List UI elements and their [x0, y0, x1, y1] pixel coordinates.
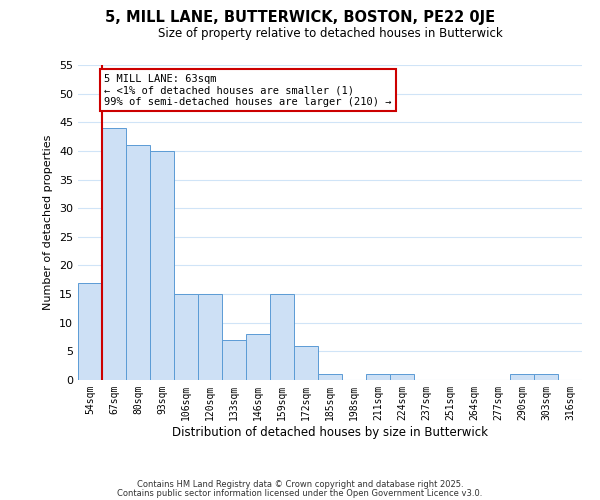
Text: Contains public sector information licensed under the Open Government Licence v3: Contains public sector information licen… — [118, 488, 482, 498]
Bar — [126, 145, 150, 380]
Bar — [174, 294, 198, 380]
Bar — [270, 294, 294, 380]
Bar — [390, 374, 414, 380]
Bar — [318, 374, 342, 380]
Bar — [534, 374, 558, 380]
Y-axis label: Number of detached properties: Number of detached properties — [43, 135, 53, 310]
Bar — [222, 340, 246, 380]
Bar — [150, 151, 174, 380]
Text: 5 MILL LANE: 63sqm
← <1% of detached houses are smaller (1)
99% of semi-detached: 5 MILL LANE: 63sqm ← <1% of detached hou… — [104, 74, 392, 107]
Bar — [510, 374, 534, 380]
Bar — [366, 374, 390, 380]
Text: Contains HM Land Registry data © Crown copyright and database right 2025.: Contains HM Land Registry data © Crown c… — [137, 480, 463, 489]
Bar — [198, 294, 222, 380]
Bar — [294, 346, 318, 380]
Bar — [78, 282, 102, 380]
Text: 5, MILL LANE, BUTTERWICK, BOSTON, PE22 0JE: 5, MILL LANE, BUTTERWICK, BOSTON, PE22 0… — [105, 10, 495, 25]
Bar — [246, 334, 270, 380]
Title: Size of property relative to detached houses in Butterwick: Size of property relative to detached ho… — [158, 27, 502, 40]
Bar — [102, 128, 126, 380]
X-axis label: Distribution of detached houses by size in Butterwick: Distribution of detached houses by size … — [172, 426, 488, 438]
